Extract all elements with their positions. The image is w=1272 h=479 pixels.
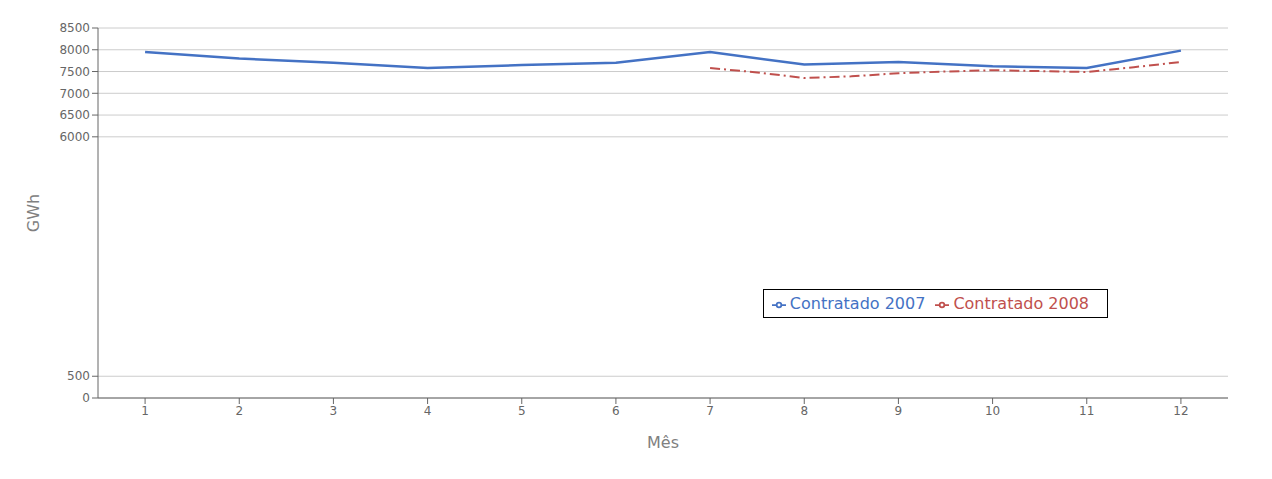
svg-text:5: 5 [518,404,526,418]
svg-text:8500: 8500 [59,21,90,35]
svg-text:7500: 7500 [59,65,90,79]
svg-text:8000: 8000 [59,43,90,57]
svg-text:8: 8 [800,404,808,418]
svg-text:7: 7 [706,404,714,418]
svg-text:1: 1 [141,404,149,418]
svg-text:7000: 7000 [59,87,90,101]
svg-text:Mês: Mês [647,433,679,452]
svg-text:6500: 6500 [59,108,90,122]
svg-text:500: 500 [67,369,90,383]
html-text:Contratado 2008: Contratado 2008 [953,294,1089,313]
svg-text:0: 0 [82,391,90,405]
html-text:Contratado 2007: Contratado 2007 [789,294,926,313]
svg-text:10: 10 [985,404,1000,418]
svg-text:9: 9 [895,404,903,418]
svg-text:6000: 6000 [59,130,90,144]
svg-text:4: 4 [424,404,432,418]
svg-text:GWh: GWh [24,194,43,232]
svg-text:2: 2 [235,404,243,418]
svg-text:11: 11 [1079,404,1094,418]
svg-text:12: 12 [1173,404,1188,418]
svg-text:6: 6 [612,404,620,418]
svg-text:3: 3 [330,404,338,418]
